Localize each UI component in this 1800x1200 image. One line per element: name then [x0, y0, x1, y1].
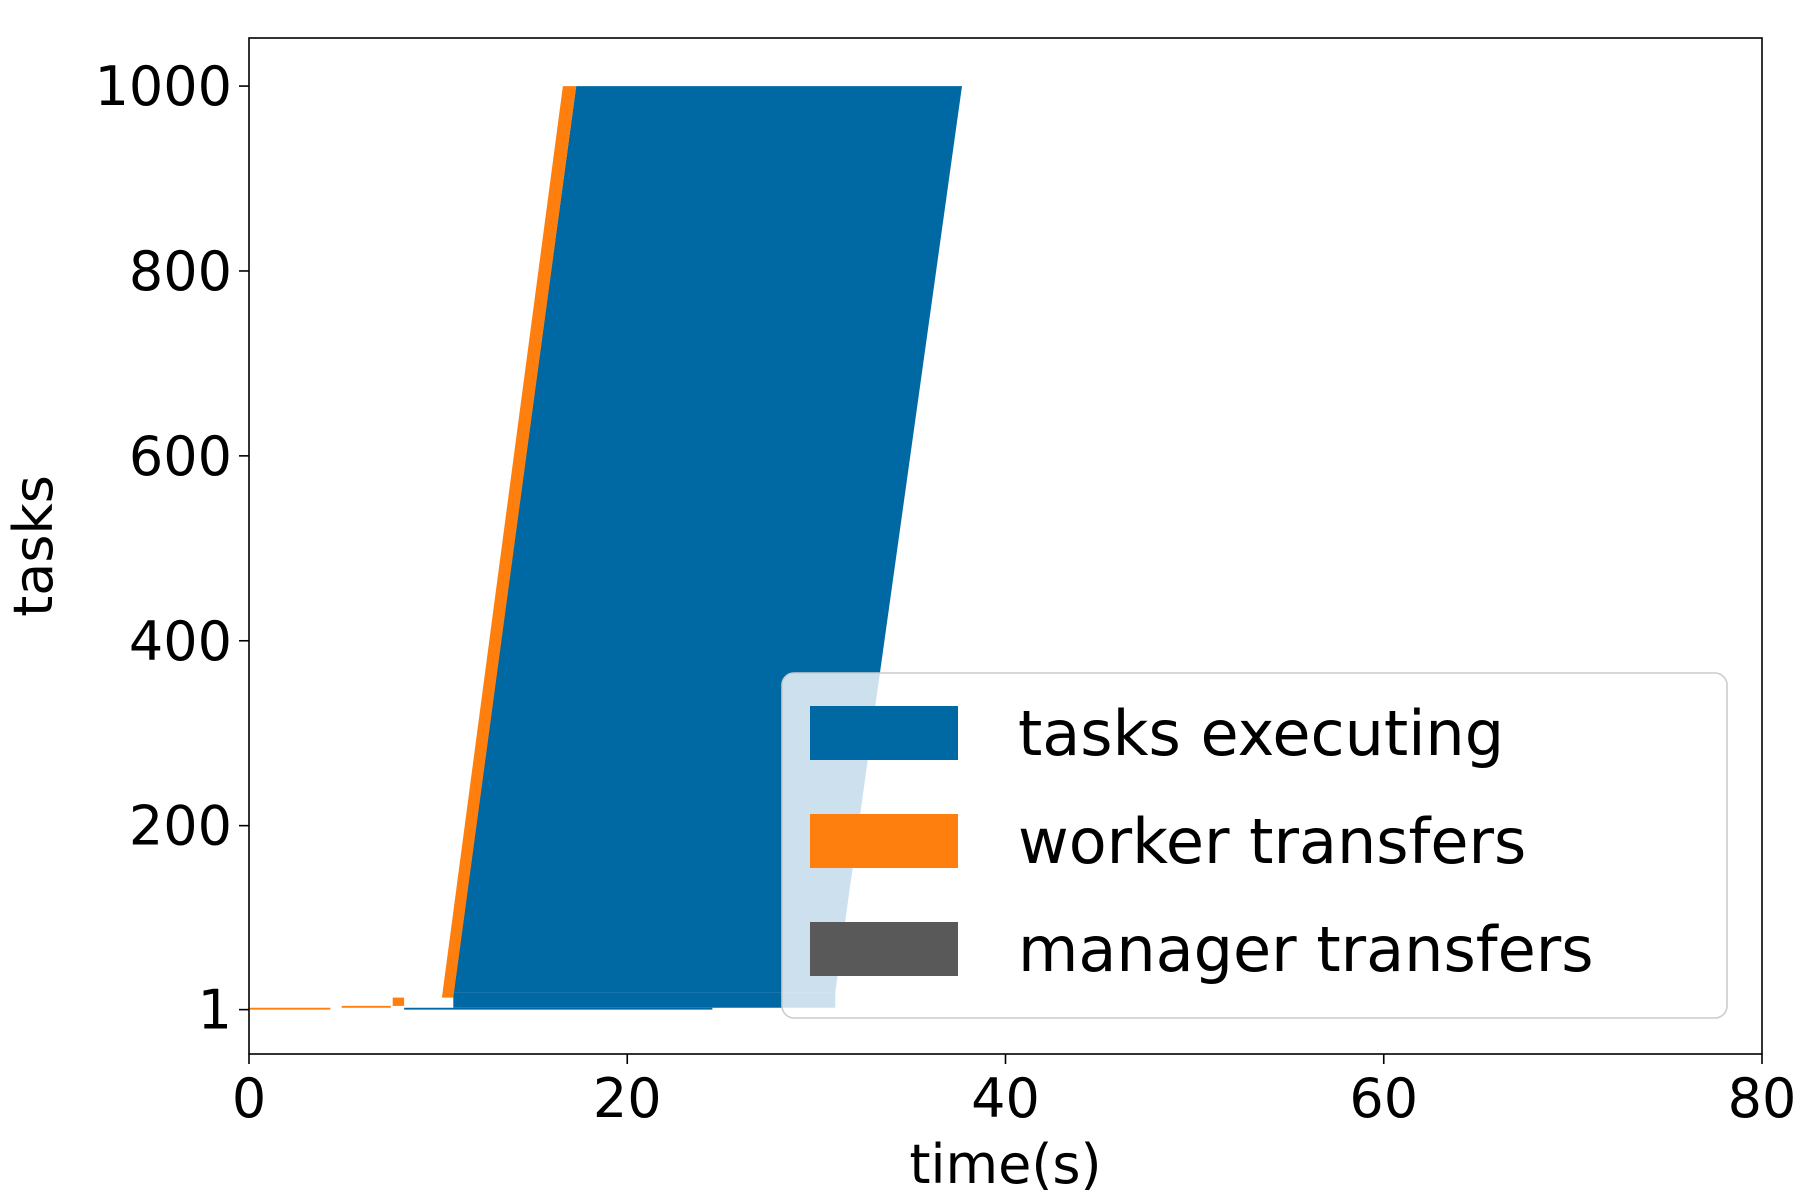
y-tick-label-4: 800: [129, 240, 232, 303]
y-tick-label-3: 600: [129, 425, 232, 488]
y-axis: 1 200 400 600 800 1000: [95, 55, 249, 1042]
legend-swatch-0: [810, 706, 958, 760]
legend-swatch-2: [810, 922, 958, 976]
series-0-band-1: [453, 992, 836, 1008]
legend: tasks executing worker transfers manager t…: [781, 672, 1728, 1019]
x-tick-label-3: 60: [1349, 1067, 1418, 1130]
series-1-band-1: [341, 1005, 391, 1008]
x-axis: 0 20 40 60 80: [232, 1054, 1797, 1130]
legend-box: [781, 672, 1728, 1019]
y-tick-label-2: 400: [129, 610, 232, 673]
y-tick-label-1: 200: [129, 795, 232, 858]
y-tick-label-5: 1000: [95, 55, 232, 118]
legend-label-2: manager transfers: [1018, 913, 1594, 986]
legend-label-1: worker transfers: [1018, 805, 1526, 878]
series-0-band-0: [404, 1007, 713, 1010]
x-tick-label-0: 0: [232, 1067, 266, 1130]
y-axis-label: tasks: [2, 475, 65, 617]
series-1-band-0: [249, 1007, 331, 1010]
series-1-band-3: [441, 86, 577, 998]
legend-swatch-1: [810, 814, 958, 868]
y-tick-label-0: 1: [198, 979, 232, 1042]
series-1-band-2: [392, 997, 405, 1006]
x-axis-label: time(s): [909, 1133, 1101, 1196]
legend-label-0: tasks executing: [1018, 697, 1504, 770]
x-tick-label-2: 40: [971, 1067, 1040, 1130]
x-tick-label-1: 20: [593, 1067, 662, 1130]
x-tick-label-4: 80: [1728, 1067, 1797, 1130]
series-1: [249, 86, 577, 1010]
